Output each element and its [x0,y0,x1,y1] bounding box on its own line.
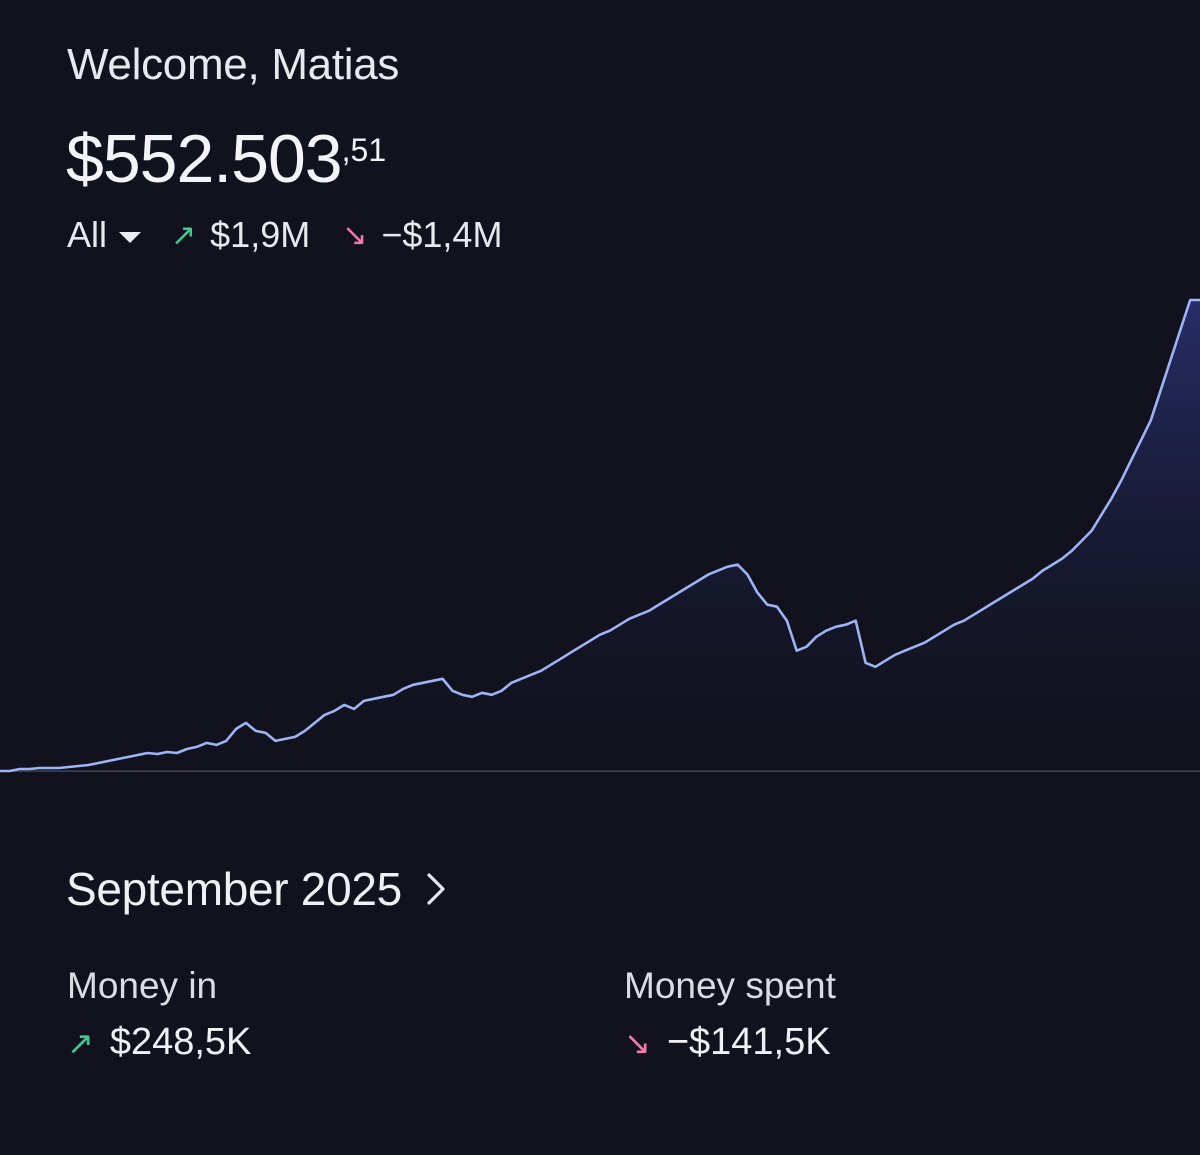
money-spent-value-row: ↘ −$141,5K [624,1021,836,1064]
balance-cents: ,51 [341,132,387,168]
period-summary-row: All ↗ $1,9M ↘ −$1,4M [67,213,502,257]
chevron-right-icon [427,873,445,905]
money-in-value: $248,5K [109,1021,252,1063]
total-money-in: $1,9M [210,214,311,255]
money-in-value-row: ↗ $248,5K [67,1021,251,1064]
arrow-up-right-icon: ↗ [67,1024,94,1061]
money-in-label: Money in [67,965,218,1006]
money-in-summary[interactable]: Money in ↗ $248,5K [67,965,251,1064]
balance-line [0,298,1200,773]
money-spent-value: −$141,5K [666,1021,831,1063]
balance-history-chart[interactable] [0,280,1200,800]
period-filter-dropdown[interactable]: All [67,214,171,256]
month-summary-link[interactable]: September 2025 [66,862,446,916]
balance-area [0,300,1200,771]
month-label: September 2025 [66,863,402,915]
arrow-down-right-icon: ↘ [342,218,368,252]
arrow-up-right-icon: ↗ [171,218,197,252]
account-balance: $552.503,51 [66,120,386,198]
arrow-down-right-icon: ↘ [624,1024,651,1061]
balance-main: $552.503 [66,121,343,197]
money-spent-label: Money spent [624,965,836,1006]
welcome-greeting: Welcome, Matias [67,40,400,89]
money-spent-summary[interactable]: Money spent ↘ −$141,5K [624,965,836,1064]
total-money-out: −$1,4M [381,214,503,255]
period-filter-label: All [67,214,108,255]
caret-down-icon [119,231,142,243]
